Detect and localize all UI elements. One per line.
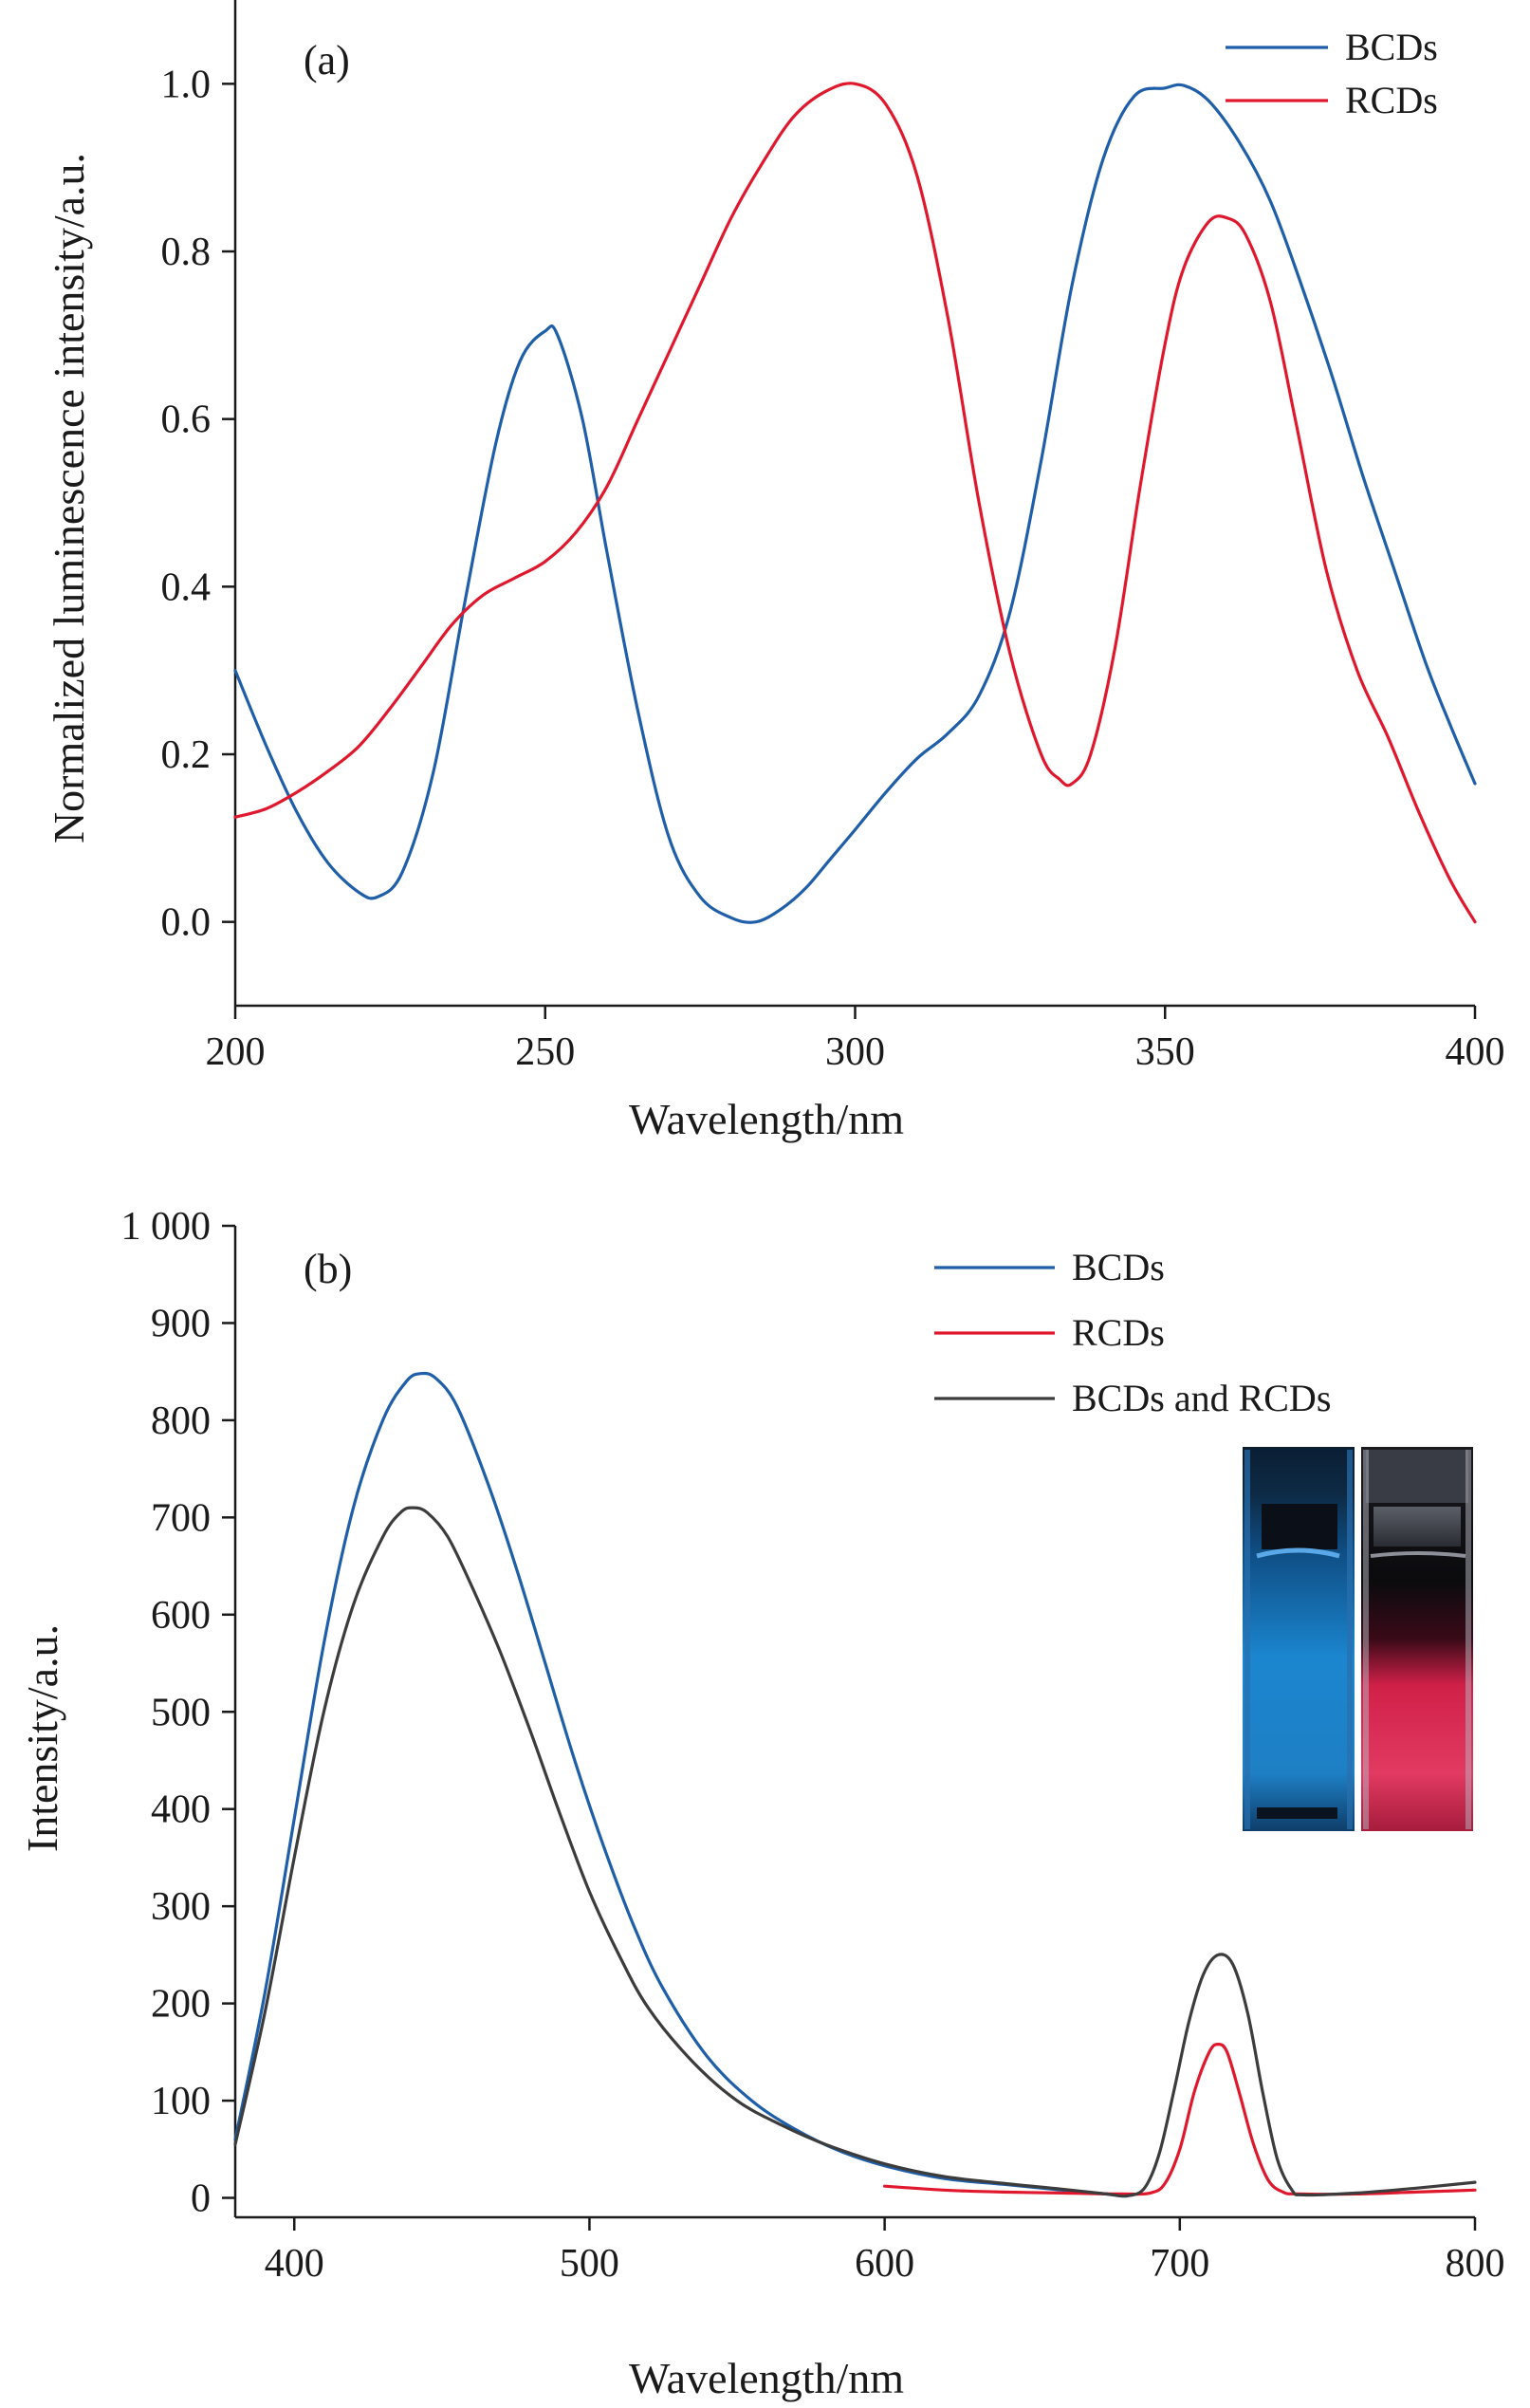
series-line-bcds-and-rcds <box>233 1506 1477 2198</box>
blue-cuvette-cap <box>1262 1504 1337 1549</box>
series-line-bcds <box>233 83 1477 924</box>
panel-b-x-axis-title: Wavelength/nm <box>629 2354 904 2402</box>
x-tick-label: 300 <box>825 1030 885 1074</box>
x-tick-label: 700 <box>1150 2242 1209 2286</box>
inset-cuvette-photo <box>1243 1447 1473 1831</box>
x-tick-label: 600 <box>855 2242 914 2286</box>
y-tick-label: 300 <box>151 1885 211 1929</box>
x-tick-label: 400 <box>1446 1030 1505 1074</box>
panel-a-x-axis-title: Wavelength/nm <box>629 1095 904 1143</box>
chart-panel-b: (b) 400 500 600 700 800 0 100 200 300 400 500 600 70… <box>18 1205 1505 2402</box>
panel-b-axes <box>233 1226 1475 2219</box>
panel-b-label: (b) <box>304 1246 352 1292</box>
x-tick-label: 800 <box>1446 2242 1505 2286</box>
panel-b-legend: BCDs RCDs BCDs and RCDs <box>934 1246 1331 1419</box>
panel-b-y-axis-title: Intensity/a.u. <box>18 1624 66 1852</box>
chart-panel-a: (a) 200 250 300 350 400 0.0 0.2 0.4 0.6 0.8 1.0 Wa… <box>45 0 1505 1143</box>
panel-a-label: (a) <box>304 37 350 83</box>
legend-label-bcds-a: BCDs <box>1345 26 1438 68</box>
x-tick-label: 200 <box>206 1030 266 1074</box>
panel-b-series <box>233 1371 1477 2198</box>
x-tick-label: 350 <box>1135 1030 1195 1074</box>
y-tick-label: 100 <box>151 2080 211 2123</box>
y-tick-label: 700 <box>151 1496 211 1540</box>
blue-cuvette-meniscus <box>1256 1547 1340 1559</box>
y-tick-label: 0.0 <box>161 901 212 945</box>
red-cuvette <box>1361 1447 1473 1831</box>
y-tick-label: 0.8 <box>161 231 212 274</box>
panel-a-ticks: 200 250 300 350 400 0.0 0.2 0.4 0.6 0.8 1.0 <box>161 63 1505 1074</box>
y-tick-label: 600 <box>151 1594 211 1638</box>
y-tick-label: 1 000 <box>121 1205 212 1249</box>
y-tick-label: 200 <box>151 1983 211 2027</box>
panel-a-y-axis-title: Normalized luminescence intensity/a.u. <box>45 153 93 843</box>
red-cuvette-cap <box>1373 1507 1461 1547</box>
red-cuvette-top <box>1366 1450 1468 1503</box>
y-tick-label: 400 <box>151 1788 211 1832</box>
series-line-bcds <box>233 1371 1129 2198</box>
legend-label-rcds-a: RCDs <box>1345 79 1438 121</box>
blue-cuvette-edge-left <box>1244 1450 1250 1829</box>
y-tick-label: 900 <box>151 1302 211 1345</box>
x-tick-label: 250 <box>515 1030 575 1074</box>
red-cuvette-meniscus <box>1370 1551 1466 1558</box>
legend-label-mix-b: BCDs and RCDs <box>1072 1377 1331 1419</box>
x-tick-label: 400 <box>265 2242 324 2286</box>
y-tick-label: 1.0 <box>161 63 212 106</box>
legend-label-bcds-b: BCDs <box>1072 1246 1165 1288</box>
blue-cuvette-edge-right <box>1347 1450 1353 1829</box>
blue-cuvette-base <box>1257 1807 1337 1819</box>
y-tick-label: 500 <box>151 1691 211 1734</box>
y-tick-label: 800 <box>151 1399 211 1443</box>
panel-a-legend: BCDs RCDs <box>1226 26 1438 121</box>
x-tick-label: 500 <box>560 2242 619 2286</box>
y-tick-label: 0 <box>191 2177 211 2221</box>
y-tick-label: 0.2 <box>161 733 212 777</box>
panel-b-ticks: 400 500 600 700 800 0 100 200 300 400 500 600 700 800… <box>121 1205 1505 2286</box>
y-tick-label: 0.4 <box>161 565 212 609</box>
red-cuvette-edge-right <box>1465 1450 1471 1829</box>
red-cuvette-edge-left <box>1363 1450 1369 1829</box>
series-line-rcds <box>233 82 1477 924</box>
legend-label-rcds-b: RCDs <box>1072 1311 1165 1354</box>
y-tick-label: 0.6 <box>161 398 212 442</box>
panel-a-series <box>233 82 1477 924</box>
